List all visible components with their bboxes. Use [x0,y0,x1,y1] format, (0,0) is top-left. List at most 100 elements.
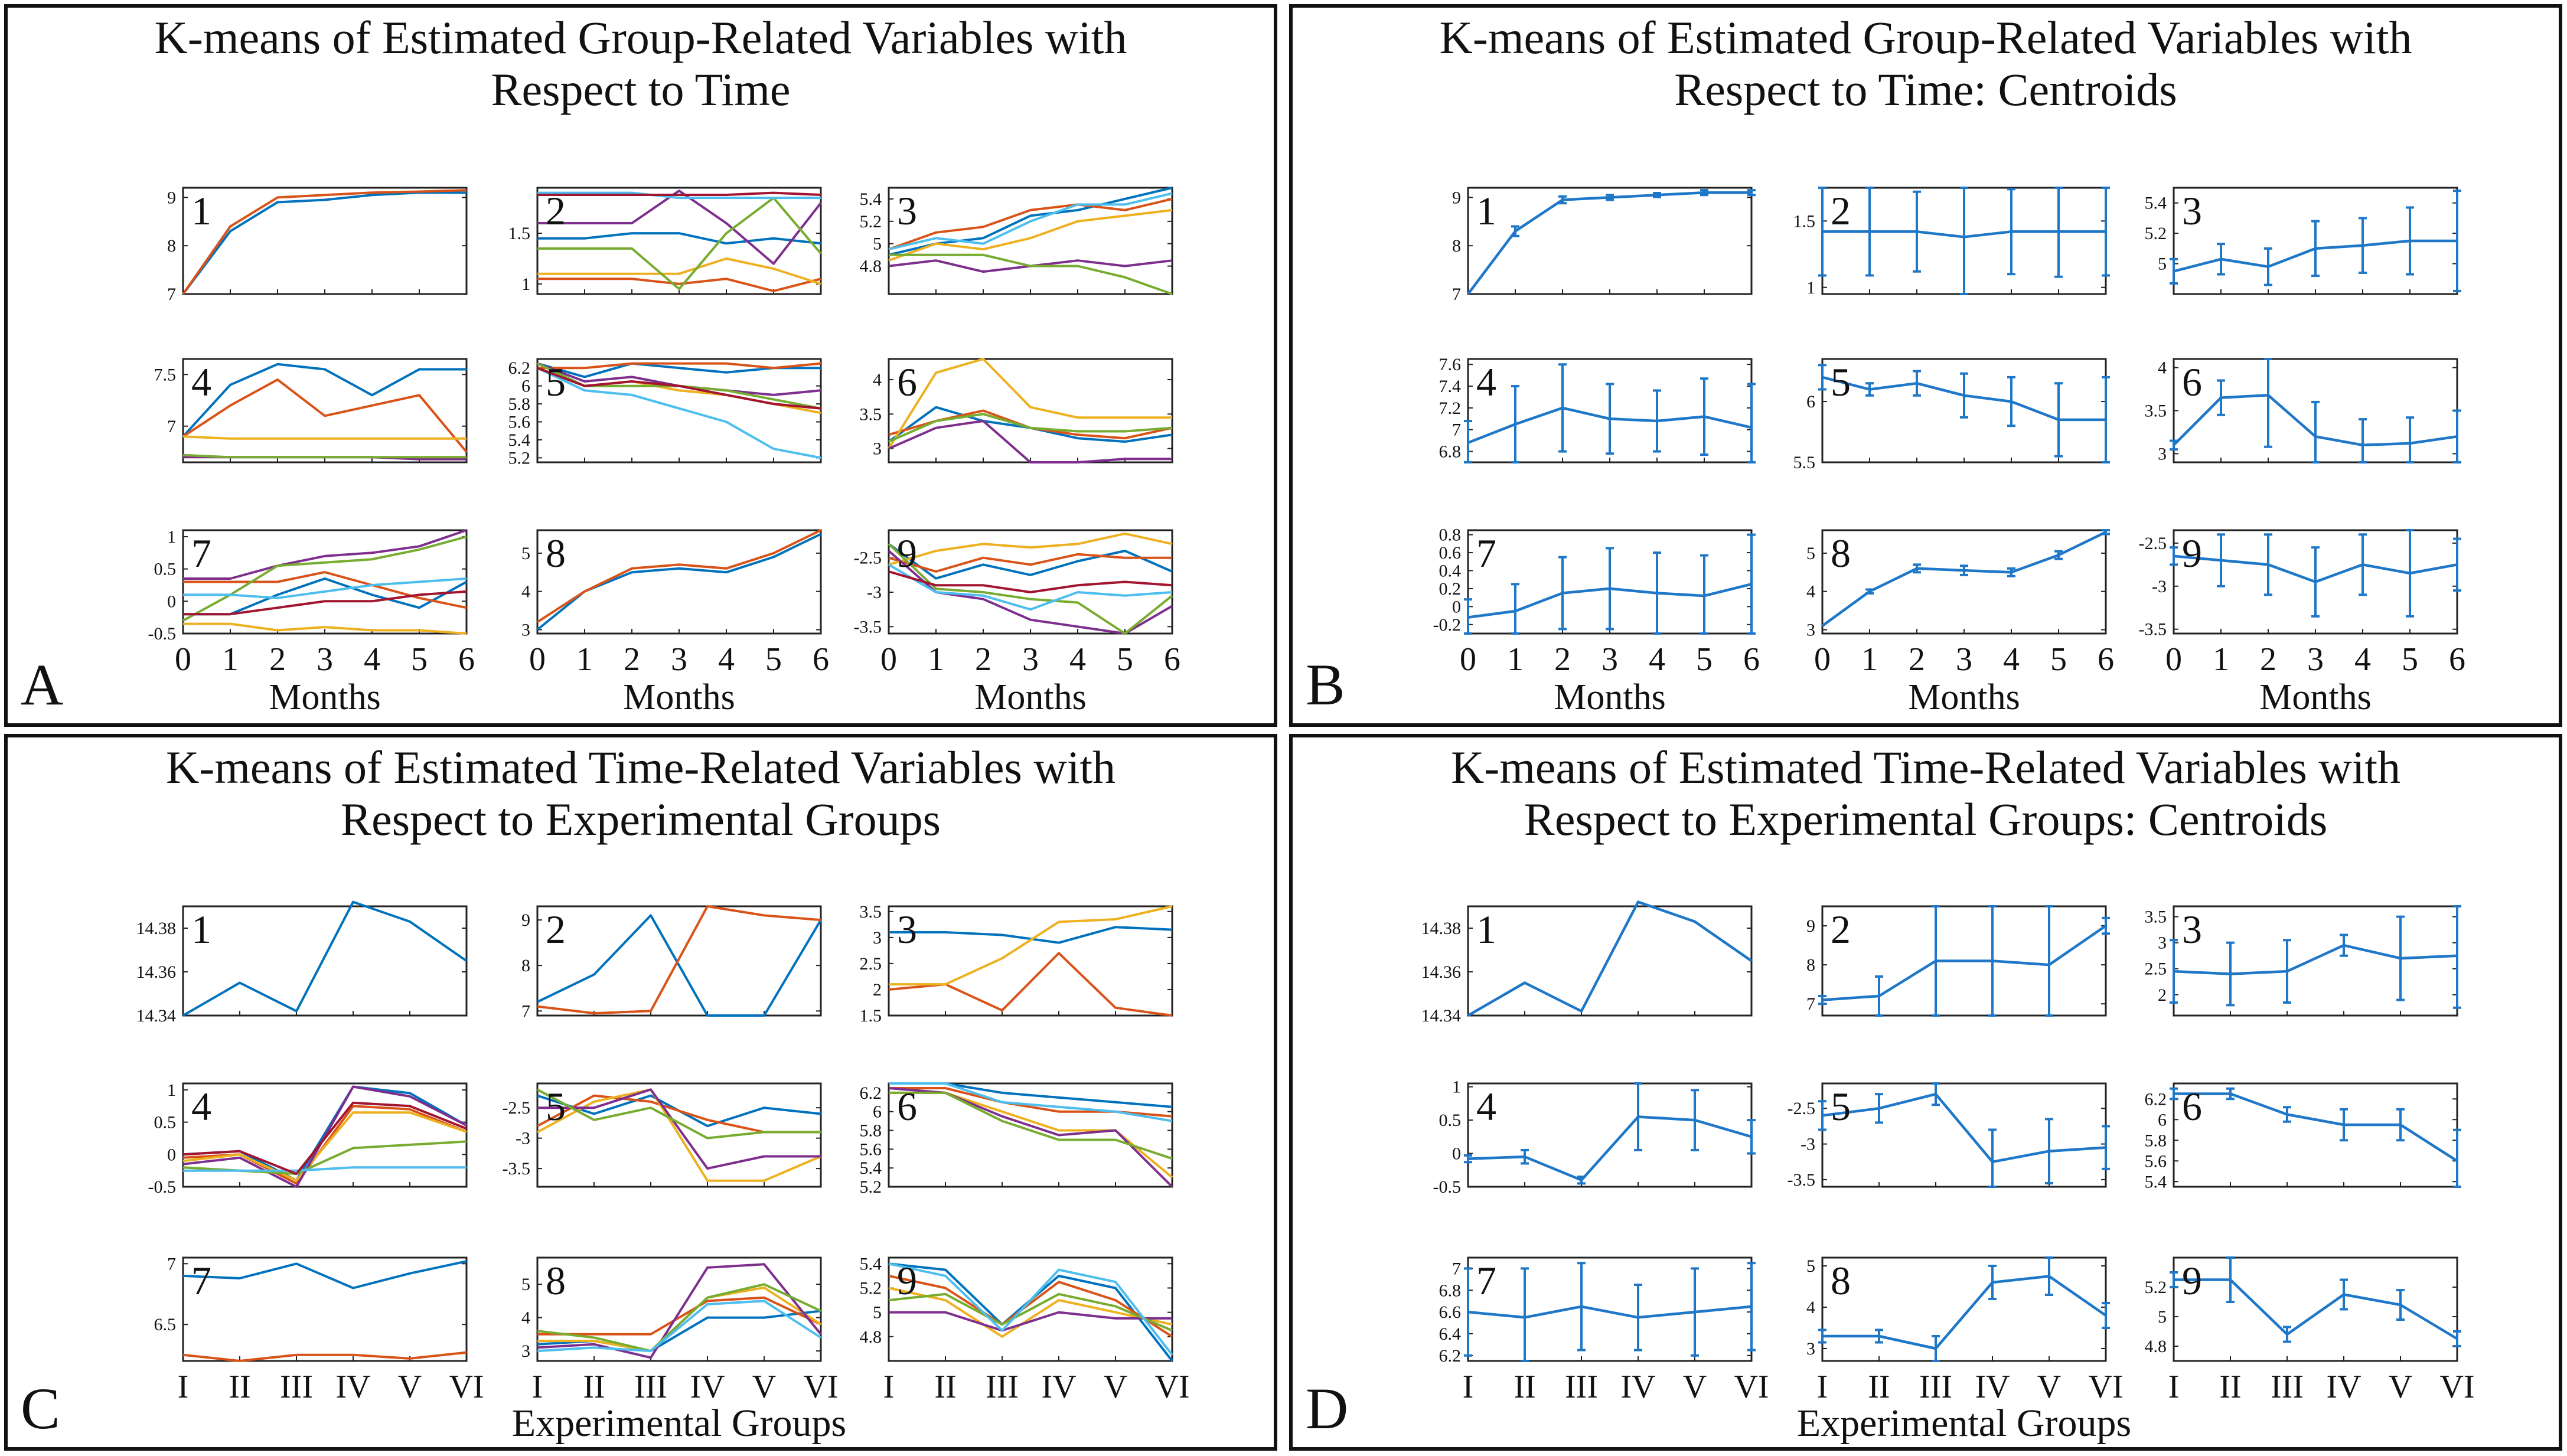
x-axis-label: Months [2259,677,2371,717]
subplot-6: 6.265.85.65.45.26 [860,1082,1173,1197]
subplot-6: 4 3.5 3 6 [2145,358,2461,463]
x-tick-label: 4 [718,641,735,678]
x-tick-label: I [532,1369,543,1405]
x-tick-label: 1 [928,641,944,678]
y-tick-label: -2.5 [854,549,882,568]
y-tick-label: 5.4 [860,1158,882,1178]
x-tick-label: 1 [222,641,239,678]
series-line [182,363,467,438]
x-tick-label: I [1463,1369,1474,1405]
x-tick-label: I [1817,1369,1828,1405]
cluster-number: 1 [191,907,211,952]
series-line [888,563,1173,611]
series-line [537,914,822,1017]
y-tick-label: 4 [1806,1298,1815,1317]
centroid-line [1822,1275,2107,1350]
y-tick-label: -3 [2152,577,2167,596]
y-tick-label: 1 [167,527,176,547]
y-tick-label: 1 [1452,1078,1461,1097]
y-tick-label: 6.2 [1439,1346,1462,1366]
y-tick-label: 5.2 [860,212,882,231]
x-tick-label: 5 [1117,641,1133,678]
x-axis-label: Experimental Groups [1797,1402,2131,1445]
y-tick-label: 5 [873,234,882,254]
y-tick-label: 6.4 [1439,1324,1462,1344]
y-tick-label: -3.5 [1788,1170,1816,1190]
x-tick-label: 5 [2050,641,2067,678]
cluster-number: 4 [191,1084,211,1129]
cluster-number: 9 [897,1258,917,1303]
subplot-5: -2.5 -3 -3.5 5 [503,1082,822,1188]
y-tick-label: 1 [521,275,530,294]
x-tick-label: 5 [411,641,428,678]
cluster-number: 5 [546,1084,566,1129]
y-tick-label: 9 [1452,188,1461,207]
subplot-3: 5.4 5.2 5 4.8 3 [860,187,1173,295]
x-tick-label: 4 [1069,641,1086,678]
subplot-2: 9 8 7 2 [521,905,822,1021]
x-tick-label: 3 [1956,641,1972,678]
cluster-number: 2 [546,907,566,952]
series-line [537,278,821,292]
y-tick-label: 5.8 [860,1121,882,1141]
x-tick-label: 6 [1164,641,1180,678]
x-tick-label: II [229,1369,250,1405]
y-tick-label: 7 [167,417,176,436]
y-tick-label: 7 [1806,994,1815,1014]
y-tick-label: 0 [1452,597,1461,616]
x-tick-label: I [2168,1369,2180,1405]
subplot-5: -2.5 -3 -3.5 5 [1788,1082,2110,1190]
x-tick-label: V [2037,1369,2061,1405]
series-line [183,1166,467,1172]
y-tick-label: 5.5 [1793,453,1816,472]
subplot-3: 3.5 3 2.5 2 3 [2145,905,2461,1017]
subplot-axes [888,1256,1173,1362]
cluster-number: 5 [1831,360,1851,404]
y-tick-label: 7 [1452,420,1461,440]
panel-title-line: K-means of Estimated Time-Related Variab… [166,742,1115,793]
subplot-2: 1.5 1 2 [508,187,822,295]
centroid-line [1822,925,2107,1001]
x-tick-label: V [752,1369,776,1405]
y-tick-label: 6.2 [860,1083,882,1103]
y-tick-label: 5.4 [2145,194,2167,213]
cluster-number: 1 [1476,907,1496,952]
centroid-line [1822,230,2106,239]
series-line [537,1296,821,1336]
series-line [888,1292,1173,1332]
y-tick-label: 6 [521,377,530,396]
y-tick-label: 3.5 [860,404,882,424]
x-tick-label: IV [1975,1369,2010,1405]
series-line [537,257,821,285]
x-tick-label: VI [2439,1369,2474,1405]
x-tick-label: 5 [765,641,782,678]
series-line [537,1300,822,1353]
y-tick-label: 5 [2158,1307,2167,1327]
series-line [888,543,1173,635]
x-tick-label: 2 [2260,641,2276,678]
y-tick-label: 14.34 [136,1006,177,1026]
y-tick-label: 3.5 [860,902,882,922]
subplot-7: 76.86.66.46.27I II III IV V VI [1439,1256,1769,1405]
y-tick-label: 6.2 [2145,1089,2167,1109]
panel-title-line: K-means of Estimated Group-Related Varia… [1440,12,2412,63]
y-tick-label: 5 [521,544,530,563]
y-tick-label: 0.4 [1439,561,1462,580]
series-line [182,435,467,440]
series-line [183,577,467,599]
series-line [537,191,821,196]
y-tick-label: 4 [521,1308,530,1328]
y-tick-label: 14.36 [1421,962,1462,982]
y-tick-label: 8 [1806,955,1815,975]
series-line [888,532,1173,566]
series-line [183,571,467,609]
series-line [537,1263,822,1359]
x-tick-label: 1 [576,641,593,678]
subplot-1: 14.38 14.36 14.34 1 [1421,900,1753,1026]
x-tick-label: VI [1734,1369,1769,1405]
